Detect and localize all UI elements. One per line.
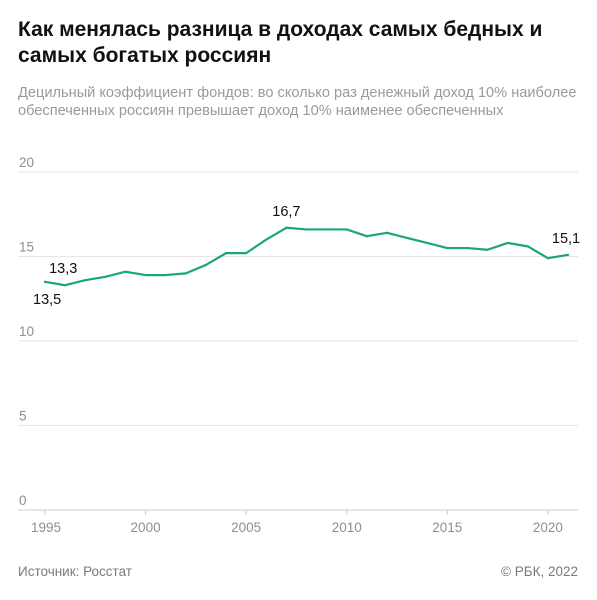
data-point (285, 226, 288, 229)
data-point (164, 273, 167, 277)
x-axis-ticks: 1995 2000 2005 2010 2015 2020 (31, 510, 563, 535)
grid-layer (18, 171, 578, 511)
data-point (84, 279, 87, 282)
data-point (365, 235, 368, 238)
data-point (305, 228, 308, 231)
data-point (466, 246, 469, 250)
series-layer (43, 226, 570, 287)
x-tick-label: 1995 (31, 520, 61, 535)
data-point (64, 284, 67, 287)
data-point (506, 241, 509, 245)
data-point (104, 275, 107, 278)
data-point (224, 252, 228, 255)
data-label: 15,1 (552, 231, 580, 247)
x-tick-label: 2010 (332, 520, 362, 535)
y-tick-label: 15 (19, 240, 34, 255)
y-tick-label: 10 (19, 324, 34, 339)
data-point (566, 253, 570, 256)
data-point (124, 270, 127, 273)
y-tick-label: 20 (19, 155, 34, 170)
data-point (43, 280, 47, 283)
data-point (265, 238, 268, 241)
data-point (345, 228, 348, 231)
data-point (245, 252, 248, 255)
x-tick-label: 2015 (432, 520, 462, 535)
data-point (144, 273, 147, 277)
data-label: 13,5 (33, 292, 61, 308)
y-axis-ticks: 0 5 10 15 20 (19, 155, 34, 508)
chart-title: Как менялась разница в доходах самых бед… (18, 18, 543, 67)
data-point (405, 236, 409, 240)
y-tick-label: 5 (19, 409, 27, 424)
data-point (184, 272, 187, 275)
data-point (325, 228, 328, 231)
data-point (426, 241, 429, 245)
data-point (385, 231, 389, 234)
y-tick-label: 0 (19, 493, 27, 508)
x-tick-label: 2020 (533, 520, 563, 535)
data-label: 16,7 (272, 204, 300, 220)
data-point (204, 263, 208, 267)
copyright-note: © РБК, 2022 (501, 564, 578, 579)
data-point (526, 245, 529, 248)
source-note: Источник: Росстат (18, 564, 132, 579)
data-point (486, 248, 489, 251)
x-tick-label: 2005 (231, 520, 261, 535)
data-label: 13,3 (49, 261, 77, 277)
x-tick-label: 2000 (131, 520, 161, 535)
data-labels: 13,5 13,3 16,7 15,1 (33, 204, 580, 308)
chart-subtitle: Децильный коэффициент фондов: во сколько… (18, 85, 577, 119)
data-point (546, 257, 549, 260)
data-point (446, 246, 449, 250)
